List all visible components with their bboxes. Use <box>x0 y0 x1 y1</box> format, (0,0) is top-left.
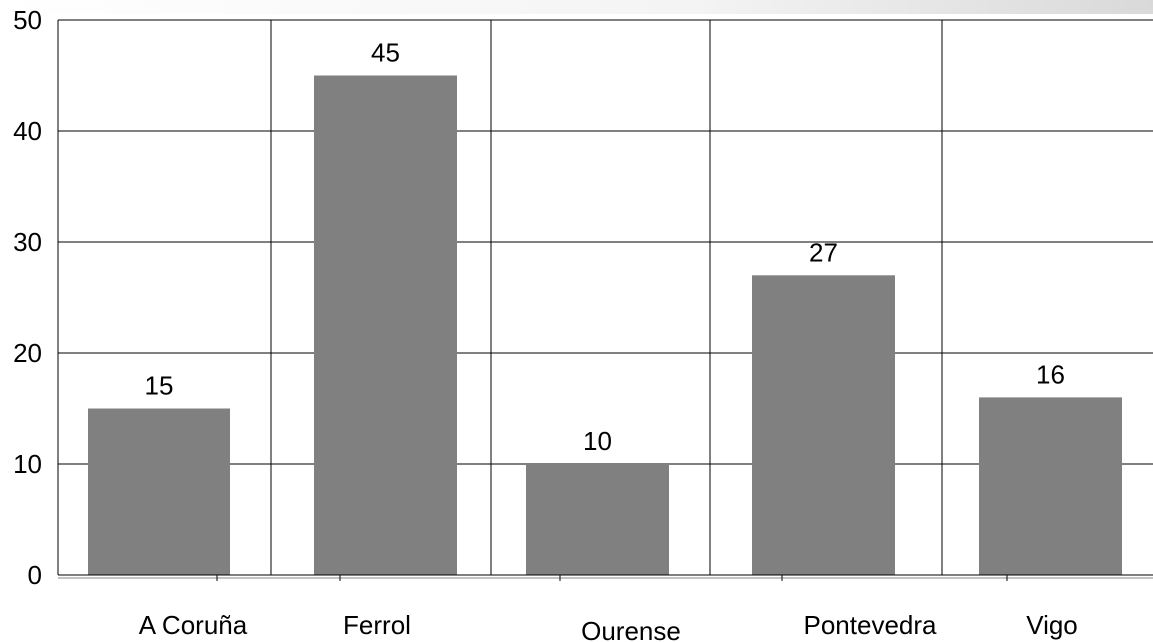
data-label: 27 <box>809 237 838 267</box>
data-label: 16 <box>1036 359 1065 389</box>
bar <box>979 397 1122 575</box>
x-category-label: A Coruña <box>139 610 248 640</box>
bar <box>752 275 895 575</box>
y-tick-label: 20 <box>13 338 42 368</box>
x-category-label: Vigo <box>1026 610 1078 640</box>
bar <box>314 76 457 576</box>
x-category-label: Ferrol <box>343 610 411 640</box>
x-category-label: Ourense <box>581 616 681 642</box>
data-label: 45 <box>371 38 400 68</box>
y-tick-label: 10 <box>13 449 42 479</box>
y-tick-label: 40 <box>13 116 42 146</box>
bar <box>526 464 669 575</box>
top-shadow-band <box>0 0 1153 14</box>
x-category-label: Pontevedra <box>804 610 938 640</box>
bar <box>88 409 230 576</box>
y-tick-label: 0 <box>28 560 42 590</box>
y-tick-label: 50 <box>13 5 42 35</box>
data-label: 10 <box>583 426 612 456</box>
data-label: 15 <box>145 371 174 401</box>
y-tick-label: 30 <box>13 227 42 257</box>
